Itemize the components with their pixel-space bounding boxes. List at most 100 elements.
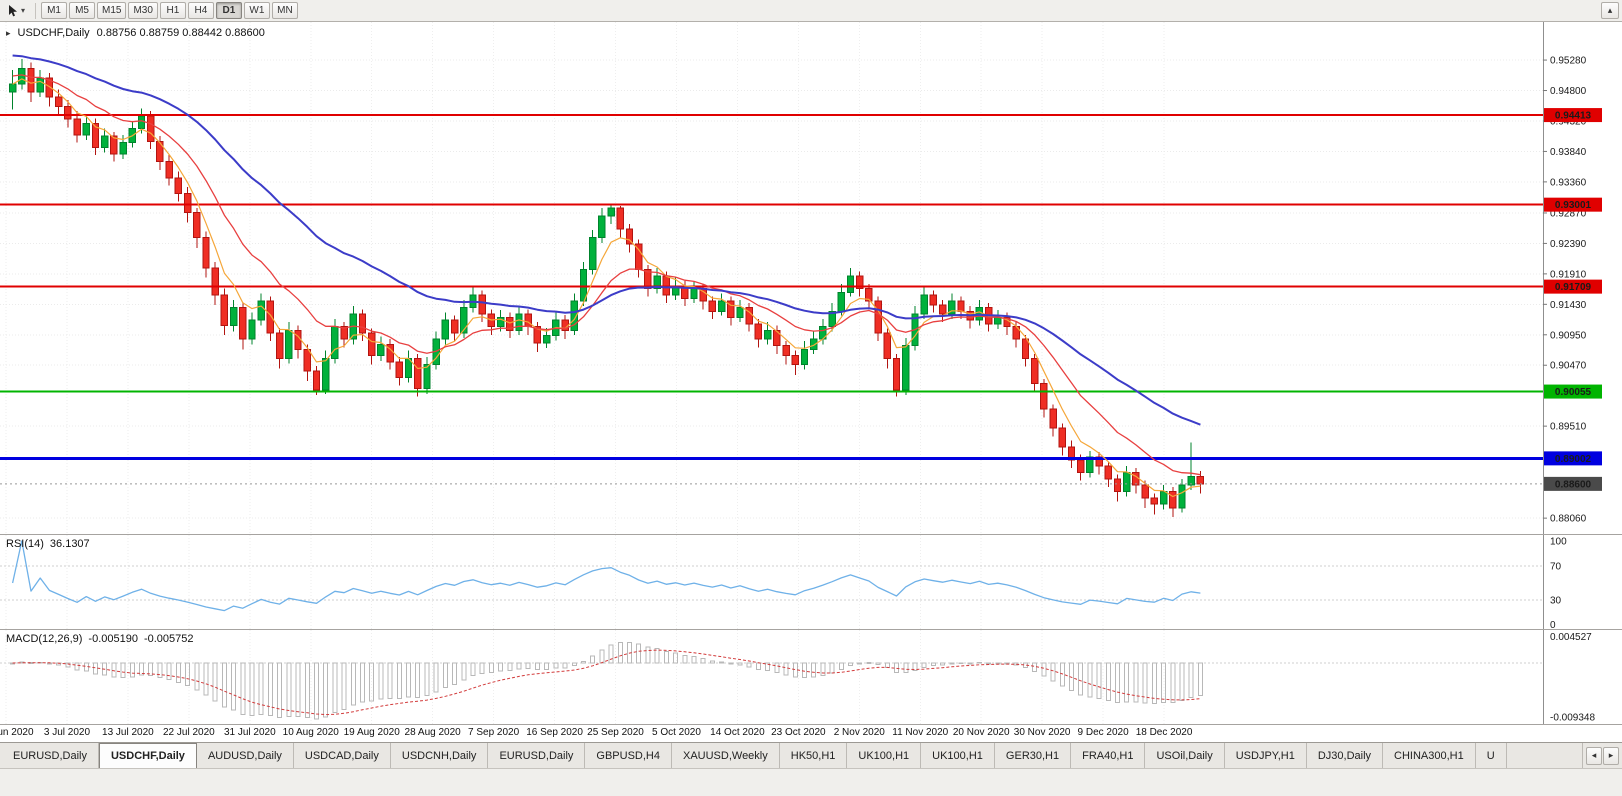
tab-xauusd-weekly[interactable]: XAUUSD,Weekly xyxy=(671,743,780,768)
price-badge-label: 0.93001 xyxy=(1555,200,1592,211)
date-label: 23 Oct 2020 xyxy=(771,727,826,738)
ma-mid-line xyxy=(12,74,1201,476)
timeframe-button-m15[interactable]: M15 xyxy=(97,2,127,19)
timeframe-toolbar: M1 M5 M15 M30 H1 H4 D1 W1 MN xyxy=(41,2,298,19)
price-badge-label: 0.88600 xyxy=(1555,479,1592,490)
price-badge-0.88600 xyxy=(1544,476,1602,491)
macd-histogram xyxy=(10,641,1203,720)
rsi-tick-label: 100 xyxy=(1550,537,1567,548)
price-badge-0.94413 xyxy=(1544,108,1602,123)
tab-uk100-h1[interactable]: UK100,H1 xyxy=(847,743,922,768)
price-badge-label: 0.91709 xyxy=(1555,282,1592,293)
price-tick-label: 0.88060 xyxy=(1550,514,1587,525)
price-chart-canvas[interactable]: 0.952800.948000.943200.938400.933600.928… xyxy=(0,22,1622,534)
tab-u[interactable]: U xyxy=(1475,743,1507,768)
macd-signal-line xyxy=(12,649,1201,716)
date-label: 16 Sep 2020 xyxy=(526,727,583,738)
time-axis[interactable]: 24 Jun 2020 3 Jul 2020 13 Jul 2020 22 Jul 2… xyxy=(0,724,1622,742)
tab-fra40-h1[interactable]: FRA40,H1 xyxy=(1071,743,1146,768)
price-tick-label: 0.92390 xyxy=(1550,239,1587,250)
date-label: 10 Aug 2020 xyxy=(282,727,339,738)
tab-uk100-h1[interactable]: UK100,H1 xyxy=(921,743,995,768)
tab-eurusd-daily[interactable]: EURUSD,Daily xyxy=(488,743,586,768)
tab-china300-h1[interactable]: CHINA300,H1 xyxy=(1383,743,1476,768)
tab-audusd-daily[interactable]: AUDUSD,Daily xyxy=(196,743,294,768)
price-axis: 0.952800.948000.943200.938400.933600.928… xyxy=(1543,22,1602,534)
date-label: 28 Aug 2020 xyxy=(404,727,461,738)
rsi-tick-label: 0 xyxy=(1550,620,1556,630)
macd-gridlines xyxy=(0,630,1543,725)
rsi-label: RSI(14) xyxy=(6,538,44,550)
rsi-panel[interactable]: RSI(14) 36.1307 100 70 30 0 xyxy=(0,534,1622,630)
tab-scroll-right-button[interactable]: ▸ xyxy=(1603,746,1619,765)
cursor-pointer-icon xyxy=(9,4,17,16)
rsi-tick-label: 70 xyxy=(1550,562,1562,573)
horizontal-levels-layer xyxy=(0,114,1543,460)
tab-usdchf-daily[interactable]: USDCHF,Daily xyxy=(98,743,197,768)
rsi-value: 36.1307 xyxy=(49,538,90,550)
tab-usoil-daily[interactable]: USOil,Daily xyxy=(1145,743,1225,768)
price-tick-label: 0.91430 xyxy=(1550,300,1587,311)
chart-header: ▸ USDCHF,Daily 0.88756 0.88759 0.88442 0… xyxy=(6,27,265,39)
date-label: 20 Nov 2020 xyxy=(952,727,1010,738)
toolbar-separator xyxy=(35,2,37,19)
chart-menu-icon[interactable]: ▸ xyxy=(6,27,11,38)
price-tick-label: 0.90470 xyxy=(1550,361,1587,372)
price-badge-label: 0.94413 xyxy=(1555,111,1592,122)
tab-dj30-daily[interactable]: DJ30,Daily xyxy=(1306,743,1384,768)
date-label: 9 Dec 2020 xyxy=(1077,727,1129,738)
timeframe-button-m5[interactable]: M5 xyxy=(69,2,96,19)
date-label: 11 Nov 2020 xyxy=(892,727,949,738)
tab-eurusd-daily[interactable]: EURUSD,Daily xyxy=(2,743,99,768)
macd-main-value: -0.005190 xyxy=(88,633,138,645)
price-badge-0.93001 xyxy=(1544,197,1602,212)
candles-layer xyxy=(8,58,1205,517)
date-label: 3 Jul 2020 xyxy=(43,727,91,738)
toolbar-collapse-button[interactable]: ▴ xyxy=(1601,2,1619,19)
price-tick-label: 0.93840 xyxy=(1550,147,1587,158)
price-tick-label: 0.93360 xyxy=(1550,177,1587,188)
date-label: 2 Nov 2020 xyxy=(833,727,885,738)
price-tick-label: 0.95280 xyxy=(1550,56,1587,67)
price-chart-panel[interactable]: ▸ USDCHF,Daily 0.88756 0.88759 0.88442 0… xyxy=(0,22,1622,534)
date-label: 19 Aug 2020 xyxy=(343,727,400,738)
chart-symbol-label: USDCHF,Daily xyxy=(17,27,90,39)
price-tick-label: 0.94800 xyxy=(1550,86,1587,97)
tab-scroll-controls: ◂ ▸ xyxy=(1582,743,1622,768)
rsi-gridlines xyxy=(0,535,1543,630)
tab-ger30-h1[interactable]: GER30,H1 xyxy=(994,743,1072,768)
chart-quote-values: 0.88756 0.88759 0.88442 0.88600 xyxy=(96,27,265,39)
macd-panel[interactable]: MACD(12,26,9) -0.005190 -0.005752 0.0045… xyxy=(0,629,1622,725)
timeframe-button-h1[interactable]: H1 xyxy=(159,2,186,19)
date-label: 24 Jun 2020 xyxy=(0,727,34,738)
rsi-tick-label: 30 xyxy=(1550,595,1562,606)
macd-header: MACD(12,26,9) -0.005190 -0.005752 xyxy=(6,633,194,645)
date-label: 30 Nov 2020 xyxy=(1013,727,1071,738)
ma-slow-line xyxy=(12,54,1201,426)
timeframe-button-w1[interactable]: W1 xyxy=(243,2,270,19)
macd-canvas[interactable]: 0.004527 -0.009348 xyxy=(0,630,1622,725)
timeframe-button-m30[interactable]: M30 xyxy=(128,2,158,19)
tab-usdjpy-h1[interactable]: USDJPY,H1 xyxy=(1224,743,1307,768)
timeframe-button-m1[interactable]: M1 xyxy=(41,2,68,19)
tab-hk50-h1[interactable]: HK50,H1 xyxy=(779,743,848,768)
macd-label: MACD(12,26,9) xyxy=(6,633,83,645)
price-badge-label: 0.89002 xyxy=(1555,454,1592,465)
price-badge-label: 0.90055 xyxy=(1555,387,1592,398)
price-tick-label: 0.91910 xyxy=(1550,269,1587,280)
timeframe-button-h4[interactable]: H4 xyxy=(187,2,214,19)
timeframe-button-d1[interactable]: D1 xyxy=(215,2,242,19)
cursor-tool-button[interactable]: ▾ xyxy=(3,2,30,20)
tab-usdcnh-daily[interactable]: USDCNH,Daily xyxy=(390,743,489,768)
tab-scroll-left-button[interactable]: ◂ xyxy=(1586,746,1602,765)
tab-usdcad-daily[interactable]: USDCAD,Daily xyxy=(293,743,391,768)
tab-gbpusd-h4[interactable]: GBPUSD,H4 xyxy=(585,743,672,768)
rsi-canvas[interactable]: 100 70 30 0 xyxy=(0,535,1622,630)
status-bar xyxy=(0,768,1622,796)
timeframe-button-mn[interactable]: MN xyxy=(271,2,298,19)
macd-signal-value: -0.005752 xyxy=(143,633,194,645)
date-label: 22 Jul 2020 xyxy=(162,727,215,738)
price-tick-label: 0.92870 xyxy=(1550,208,1587,219)
cursor-dropdown-caret-icon: ▾ xyxy=(21,5,26,15)
